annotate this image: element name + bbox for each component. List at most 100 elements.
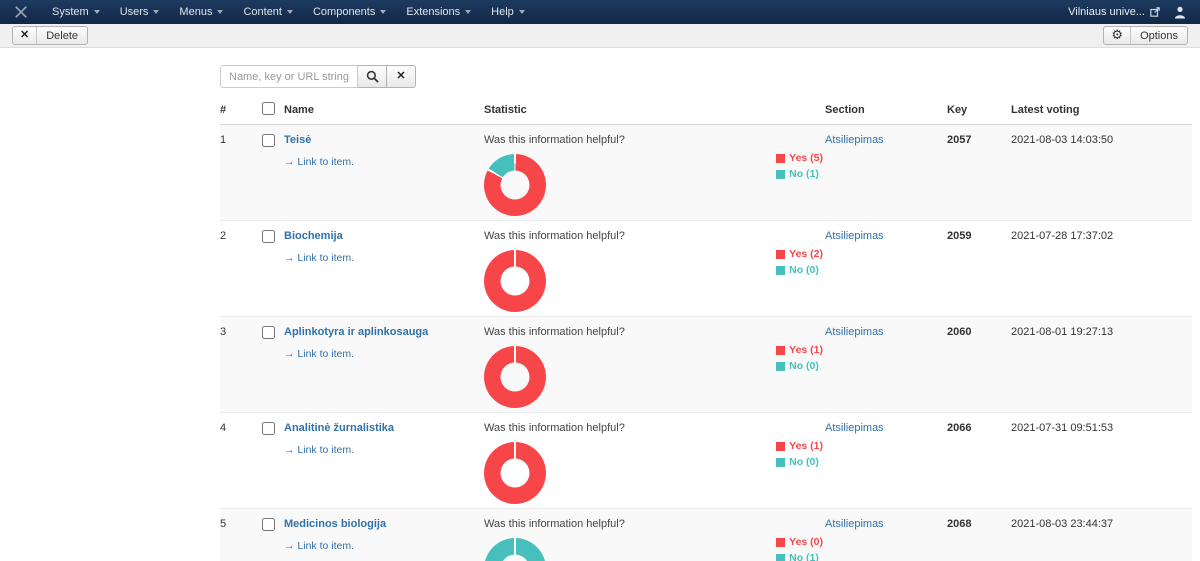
menu-item-system[interactable]: System — [42, 0, 110, 24]
chart-question: Was this information helpful? — [484, 326, 625, 338]
item-name-link[interactable]: Analitinė žurnalistika — [284, 422, 395, 434]
item-name-link[interactable]: Medicinos biologija — [284, 518, 387, 530]
chevron-down-icon — [153, 10, 160, 14]
legend-label-no: No (1) — [789, 168, 819, 180]
menu-item-label: Users — [119, 6, 149, 18]
menu-item-components[interactable]: Components — [303, 0, 396, 24]
donut-chart — [484, 538, 546, 561]
search-button[interactable] — [358, 65, 387, 88]
item-key: 2068 — [947, 518, 972, 530]
menu-item-label: System — [52, 6, 89, 18]
item-key: 2059 — [947, 230, 972, 242]
table-row: 3 Aplinkotyra ir aplinkosauga → Link to … — [220, 316, 1192, 413]
donut-hole — [500, 554, 530, 561]
row-checkbox[interactable] — [262, 326, 275, 339]
gear-icon: ⚙ — [1104, 27, 1132, 44]
chevron-down-icon — [380, 10, 387, 14]
joomla-logo-icon — [15, 6, 27, 18]
row-checkbox[interactable] — [262, 134, 275, 147]
table-row: 4 Analitinė žurnalistika → Link to item.… — [220, 412, 1192, 509]
table-row: 1 Teisė → Link to item. Was this informa… — [220, 124, 1192, 221]
latest-voting: 2021-08-01 19:27:13 — [1011, 326, 1114, 338]
link-to-item-link[interactable]: → Link to item. — [284, 540, 355, 552]
admin-navbar: System Users Menus Content Components Extensi… — [0, 0, 1200, 24]
legend-swatch-no — [776, 169, 786, 179]
clear-x-icon: ✕ — [396, 70, 406, 82]
legend-swatch-yes — [776, 153, 786, 163]
chart-question: Was this information helpful? — [484, 134, 625, 146]
chevron-down-icon — [286, 10, 293, 14]
donut-hole — [500, 170, 530, 200]
chart-legend: Yes (1) No (0) — [776, 344, 823, 376]
main-menu: System Users Menus Content Components Extensi… — [42, 0, 535, 24]
main-content: ✕ # Name Statistic Section Key Latest vo… — [220, 65, 1192, 561]
legend-swatch-no — [776, 361, 786, 371]
row-number: 1 — [220, 134, 227, 146]
row-number: 4 — [220, 422, 227, 434]
latest-voting: 2021-07-28 17:37:02 — [1011, 230, 1114, 242]
menu-item-menus[interactable]: Menus — [169, 0, 233, 24]
table-row: 5 Medicinos biologija → Link to item. Wa… — [220, 508, 1192, 561]
menu-item-users[interactable]: Users — [110, 0, 170, 24]
toolbar: ✕ Delete ⚙ Options — [0, 24, 1200, 48]
options-button[interactable]: ⚙ Options — [1103, 26, 1188, 45]
legend-label-no: No (0) — [789, 456, 819, 468]
donut-chart — [484, 442, 546, 504]
donut-chart — [484, 250, 546, 312]
link-to-item-link[interactable]: → Link to item. — [284, 156, 355, 168]
header-name: Name — [284, 97, 484, 125]
chart-legend: Yes (0) No (1) — [776, 536, 823, 561]
item-name-link[interactable]: Aplinkotyra ir aplinkosauga — [284, 326, 429, 338]
delete-button[interactable]: ✕ Delete — [12, 26, 89, 45]
link-to-item-link[interactable]: → Link to item. — [284, 348, 355, 360]
legend-swatch-no — [776, 457, 786, 467]
donut-separator — [514, 346, 516, 377]
menu-item-extensions[interactable]: Extensions — [396, 0, 481, 24]
row-checkbox[interactable] — [262, 518, 275, 531]
donut-chart — [484, 154, 546, 216]
chart-question: Was this information helpful? — [484, 518, 625, 530]
donut-hole — [500, 458, 530, 488]
row-checkbox[interactable] — [262, 422, 275, 435]
menu-item-help[interactable]: Help — [481, 0, 535, 24]
chevron-down-icon — [518, 10, 525, 14]
chart-legend: Yes (1) No (0) — [776, 440, 823, 472]
section-link[interactable]: Atsiliepimas — [825, 518, 884, 530]
legend-swatch-yes — [776, 249, 786, 259]
legend-label-yes: Yes (0) — [789, 536, 823, 548]
header-section: Section — [825, 97, 947, 125]
external-link-icon — [1150, 7, 1160, 17]
legend-swatch-yes — [776, 345, 786, 355]
item-name-link[interactable]: Teisė — [284, 134, 312, 146]
clear-search-button[interactable]: ✕ — [387, 65, 416, 88]
link-to-item-link[interactable]: → Link to item. — [284, 252, 355, 264]
section-link[interactable]: Atsiliepimas — [825, 326, 884, 338]
section-link[interactable]: Atsiliepimas — [825, 422, 884, 434]
row-checkbox[interactable] — [262, 230, 275, 243]
table-header-row: # Name Statistic Section Key Latest voti… — [220, 97, 1192, 125]
link-to-item-link[interactable]: → Link to item. — [284, 444, 355, 456]
select-all-checkbox[interactable] — [262, 102, 275, 115]
chevron-down-icon — [217, 10, 224, 14]
item-name-link[interactable]: Biochemija — [284, 230, 343, 242]
legend-label-no: No (0) — [789, 360, 819, 372]
section-link[interactable]: Atsiliepimas — [825, 134, 884, 146]
row-number: 3 — [220, 326, 227, 338]
joomla-logo[interactable] — [14, 5, 28, 19]
site-preview-link[interactable]: Vilniaus unive... — [1068, 6, 1160, 18]
menu-item-content[interactable]: Content — [233, 0, 303, 24]
section-link[interactable]: Atsiliepimas — [825, 230, 884, 242]
menu-item-label: Extensions — [406, 6, 461, 18]
options-button-label: Options — [1140, 29, 1178, 42]
menu-item-label: Content — [243, 6, 282, 18]
row-number: 2 — [220, 230, 227, 242]
chart-question: Was this information helpful? — [484, 230, 625, 242]
legend-swatch-no — [776, 553, 786, 561]
voting-table: # Name Statistic Section Key Latest voti… — [220, 97, 1192, 561]
item-key: 2060 — [947, 326, 972, 338]
search-input[interactable] — [220, 65, 358, 88]
donut-hole — [500, 362, 530, 392]
donut-separator — [514, 442, 516, 473]
user-icon[interactable] — [1174, 6, 1186, 19]
delete-x-icon: ✕ — [13, 27, 38, 44]
